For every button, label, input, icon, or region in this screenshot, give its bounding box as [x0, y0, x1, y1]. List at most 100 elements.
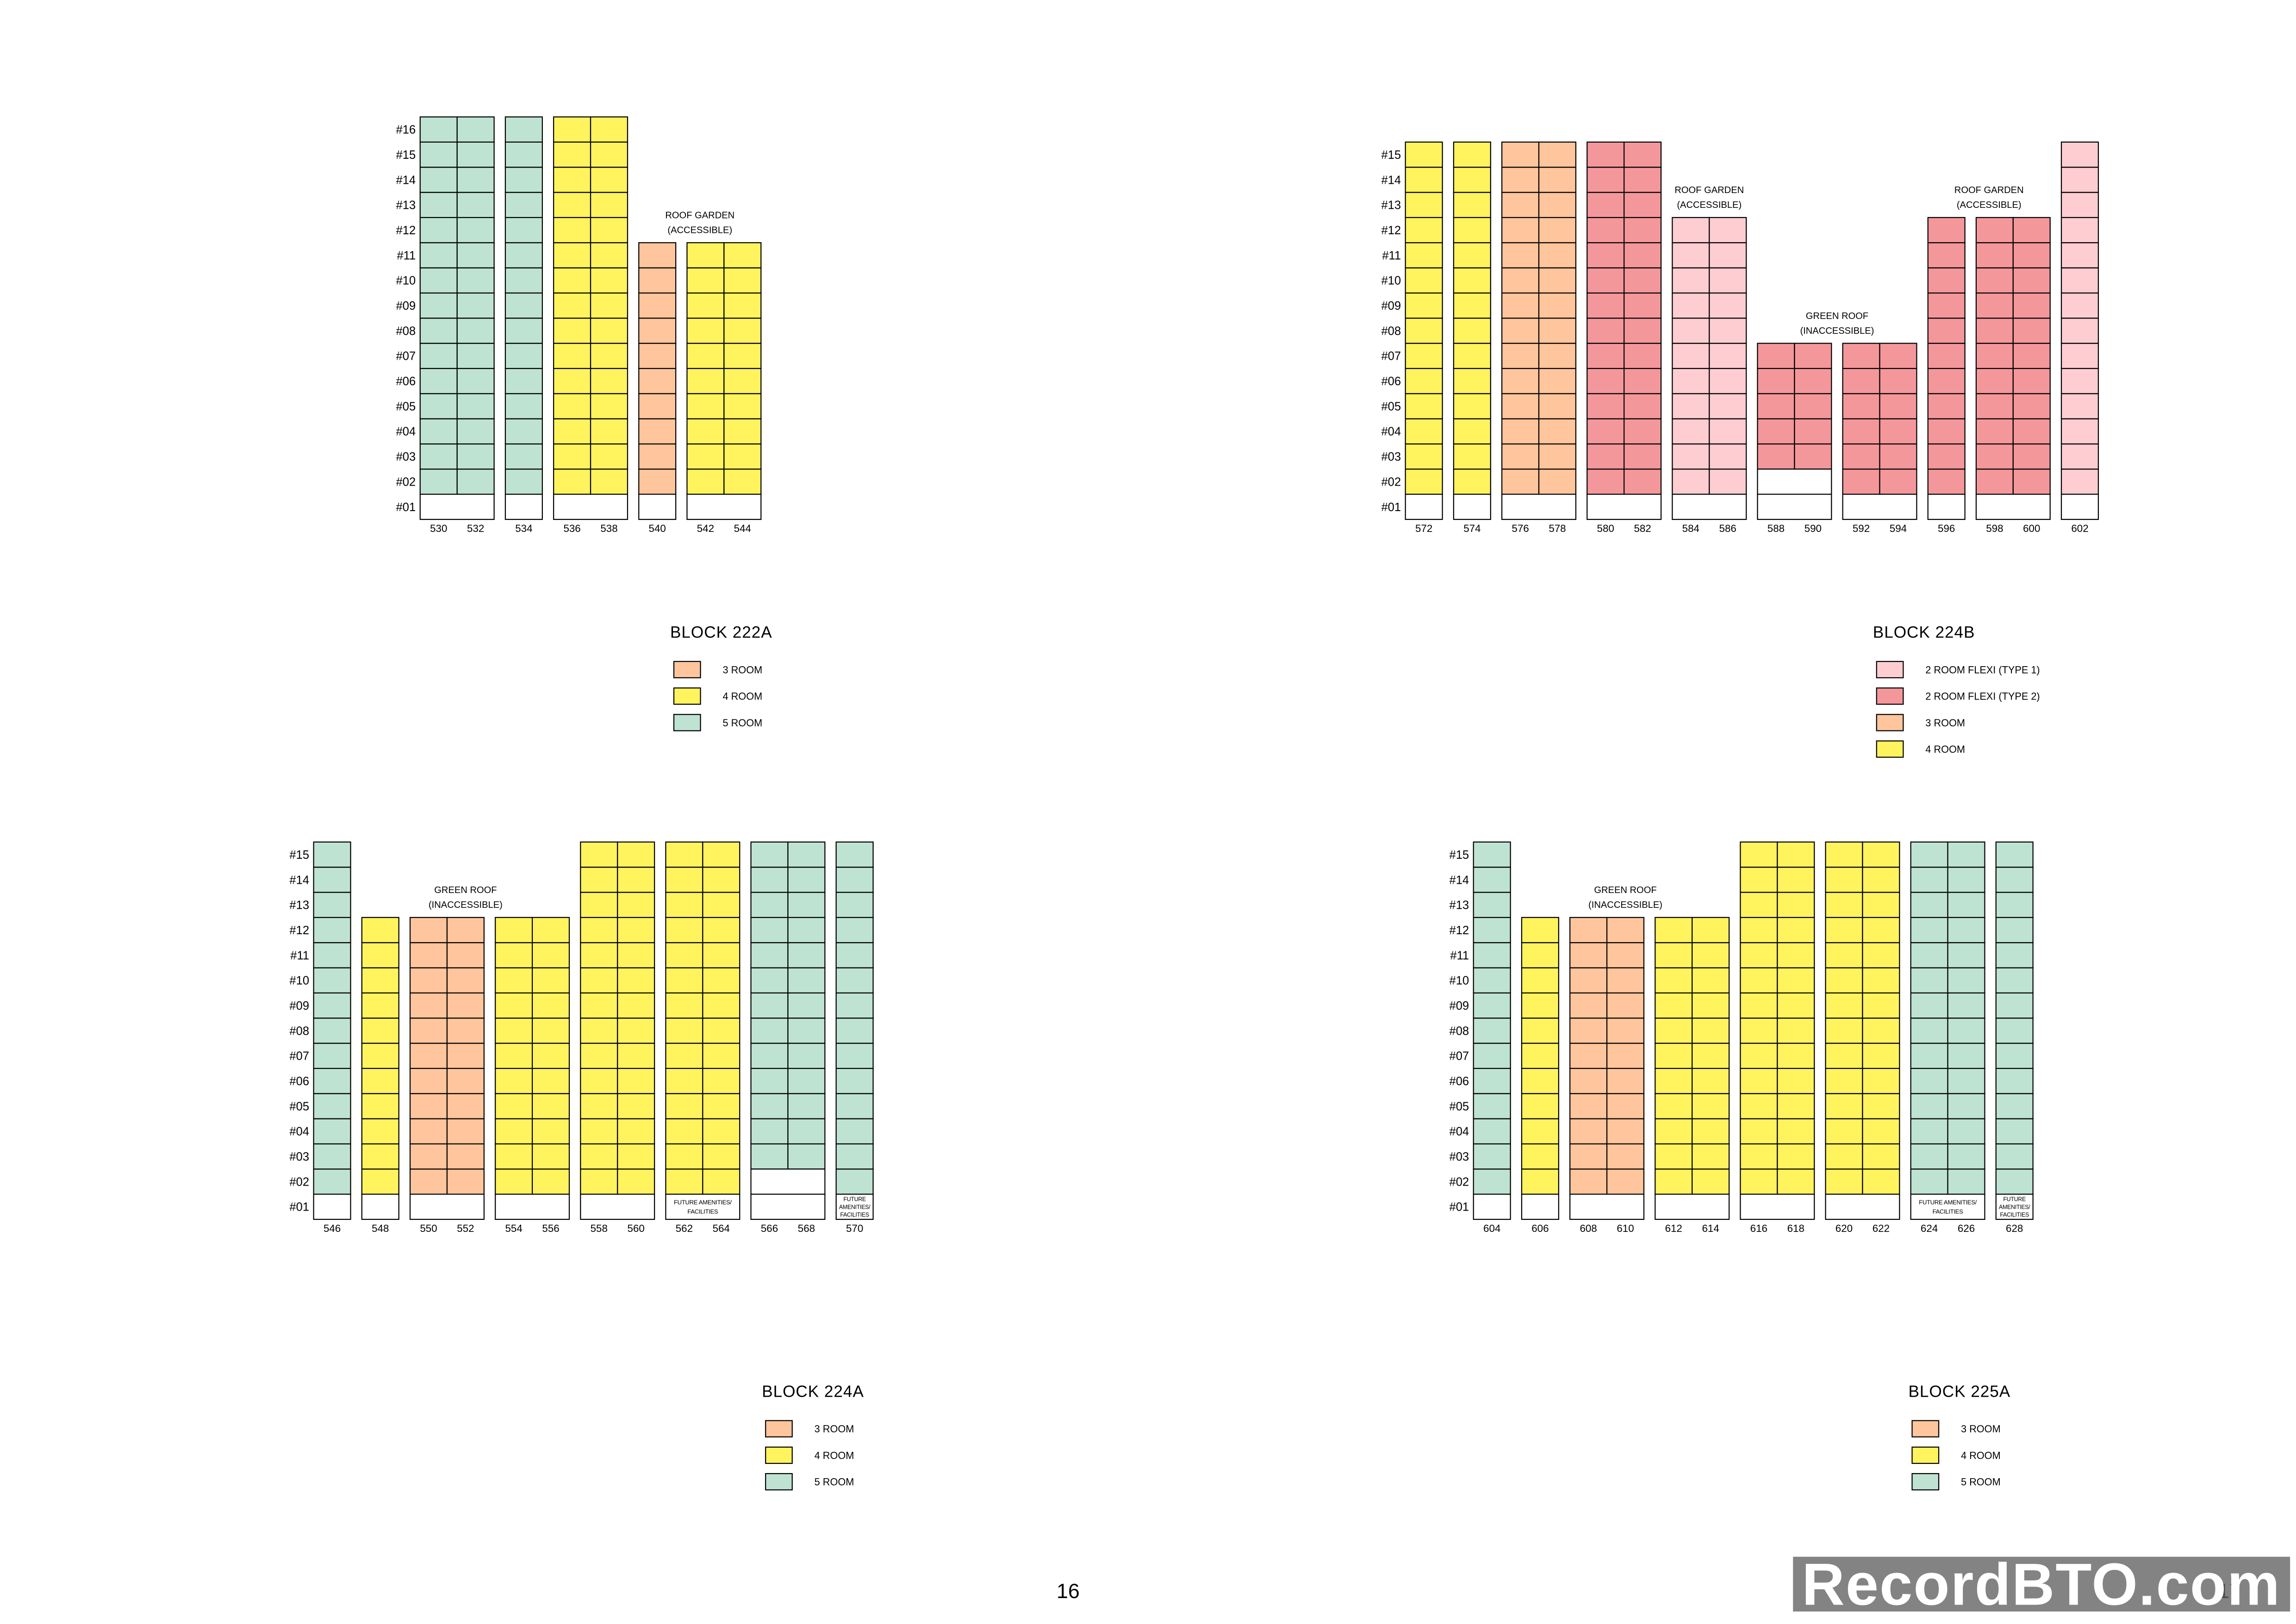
- ground-floor: [638, 493, 677, 520]
- unit-cell: [1862, 1143, 1900, 1170]
- block-224a-legend: BLOCK 224A 3 ROOM 4 ROOM 5 ROOM: [762, 1383, 864, 1491]
- unit-cell: [2060, 292, 2099, 319]
- unit-cell: [723, 343, 762, 369]
- future-amenities-label: FACILITIES: [1933, 1208, 1964, 1215]
- unit-cell: [1740, 1143, 1778, 1170]
- ground-floor: [361, 1193, 399, 1220]
- stack-604: 604: [1473, 841, 1511, 1234]
- unit-cell: [835, 867, 874, 893]
- unit-cell: [580, 1093, 618, 1119]
- unit-cell: [617, 917, 655, 943]
- floor-label: #05: [1449, 1100, 1469, 1113]
- floor-label: #14: [289, 874, 309, 887]
- unit-cell: [617, 992, 655, 1019]
- roof-label: (INACCESSIBLE): [429, 900, 503, 910]
- unit-cell: [580, 867, 618, 893]
- unit-cell: [787, 1068, 826, 1094]
- unit-cell: [1927, 217, 1966, 244]
- unit-cell: [1777, 967, 1815, 993]
- roof-label: ROOF GARDEN: [1954, 185, 2024, 195]
- unit-number-label: 556: [542, 1223, 559, 1234]
- unit-cell: [1825, 992, 1863, 1019]
- floor-label: #12: [1449, 924, 1469, 937]
- unit-cell: [361, 942, 399, 968]
- unit-cell: [1521, 967, 1559, 993]
- legend-label: 3 ROOM: [1961, 1423, 2001, 1435]
- unit-cell: [1709, 292, 1747, 319]
- unit-cell: [835, 992, 874, 1019]
- unit-cell: [1842, 468, 1880, 495]
- stack-606: 606: [1521, 917, 1559, 1234]
- unit-cell: [1995, 967, 2034, 993]
- floor-label: #15: [1449, 849, 1469, 862]
- unit-cell: [1777, 892, 1815, 918]
- unit-number-label: 578: [1549, 523, 1566, 534]
- unit-cell: [495, 967, 533, 993]
- unit-cell: [504, 443, 543, 470]
- unit-cell: [1910, 841, 1948, 868]
- unit-cell: [446, 917, 485, 943]
- unit-cell: [1927, 318, 1966, 344]
- unit-cell: [446, 1168, 485, 1195]
- unit-cell: [723, 368, 762, 394]
- unit-cell: [1862, 892, 1900, 918]
- unit-cell: [531, 967, 570, 993]
- unit-cell: [1692, 1093, 1730, 1119]
- roof-label: (INACCESSIBLE): [1588, 900, 1662, 910]
- unit-cell: [580, 917, 618, 943]
- unit-cell: [495, 917, 533, 943]
- unit-cell: [361, 917, 399, 943]
- ground-floor: [1655, 1193, 1730, 1220]
- ground-floor: [1569, 1193, 1645, 1220]
- floor-label: #04: [289, 1125, 309, 1138]
- unit-cell: [2060, 167, 2099, 193]
- unit-cell: [1995, 1068, 2034, 1094]
- unit-cell: [665, 1168, 703, 1195]
- ground-floor: [409, 1193, 485, 1220]
- unit-cell: [1624, 242, 1662, 269]
- unit-number-label: 548: [372, 1223, 389, 1234]
- unit-cell: [419, 267, 458, 294]
- unit-cell: [361, 992, 399, 1019]
- floor-label: #02: [1449, 1175, 1469, 1188]
- ground-floor: [835, 1193, 874, 1220]
- unit-cell: [1995, 841, 2034, 868]
- unit-cell: [835, 942, 874, 968]
- unit-cell: [1501, 393, 1540, 419]
- unit-cell: [1538, 443, 1577, 470]
- unit-cell: [1910, 1118, 1948, 1145]
- unit-cell: [580, 1168, 618, 1195]
- unit-cell: [1995, 1093, 2034, 1119]
- ground-floor: [1587, 493, 1662, 520]
- floor-label: #15: [1381, 149, 1401, 162]
- ground-floor: [1927, 493, 1966, 520]
- floor-label: #04: [1449, 1125, 1469, 1138]
- unit-cell: [313, 841, 351, 868]
- unit-cell: [1975, 368, 2014, 394]
- unit-number-label: 588: [1767, 523, 1785, 534]
- ground-floor: [1501, 493, 1577, 520]
- unit-cell: [456, 368, 495, 394]
- unit-cell: [1501, 242, 1540, 269]
- unit-cell: [1842, 393, 1880, 419]
- unit-cell: [580, 1043, 618, 1069]
- unit-cell: [835, 841, 874, 868]
- unit-number-label: 562: [676, 1223, 693, 1234]
- unit-cell: [1910, 992, 1948, 1019]
- stack-530-532: 530 532: [419, 116, 495, 534]
- unit-cell: [1692, 1068, 1730, 1094]
- unit-cell: [723, 242, 762, 269]
- unit-cell: [2012, 418, 2051, 445]
- unit-cell: [1947, 841, 1985, 868]
- unit-cell: [1587, 368, 1625, 394]
- unit-cell: [419, 418, 458, 445]
- unit-cell: [313, 942, 351, 968]
- floor-label: #10: [1381, 275, 1401, 287]
- unit-cell: [446, 992, 485, 1019]
- ground-floor: [580, 1193, 655, 1220]
- unit-number-label: 590: [1804, 523, 1822, 534]
- unit-cell: [1453, 368, 1491, 394]
- unit-cell: [1538, 167, 1577, 193]
- unit-cell: [665, 1068, 703, 1094]
- unit-cell: [1606, 917, 1645, 943]
